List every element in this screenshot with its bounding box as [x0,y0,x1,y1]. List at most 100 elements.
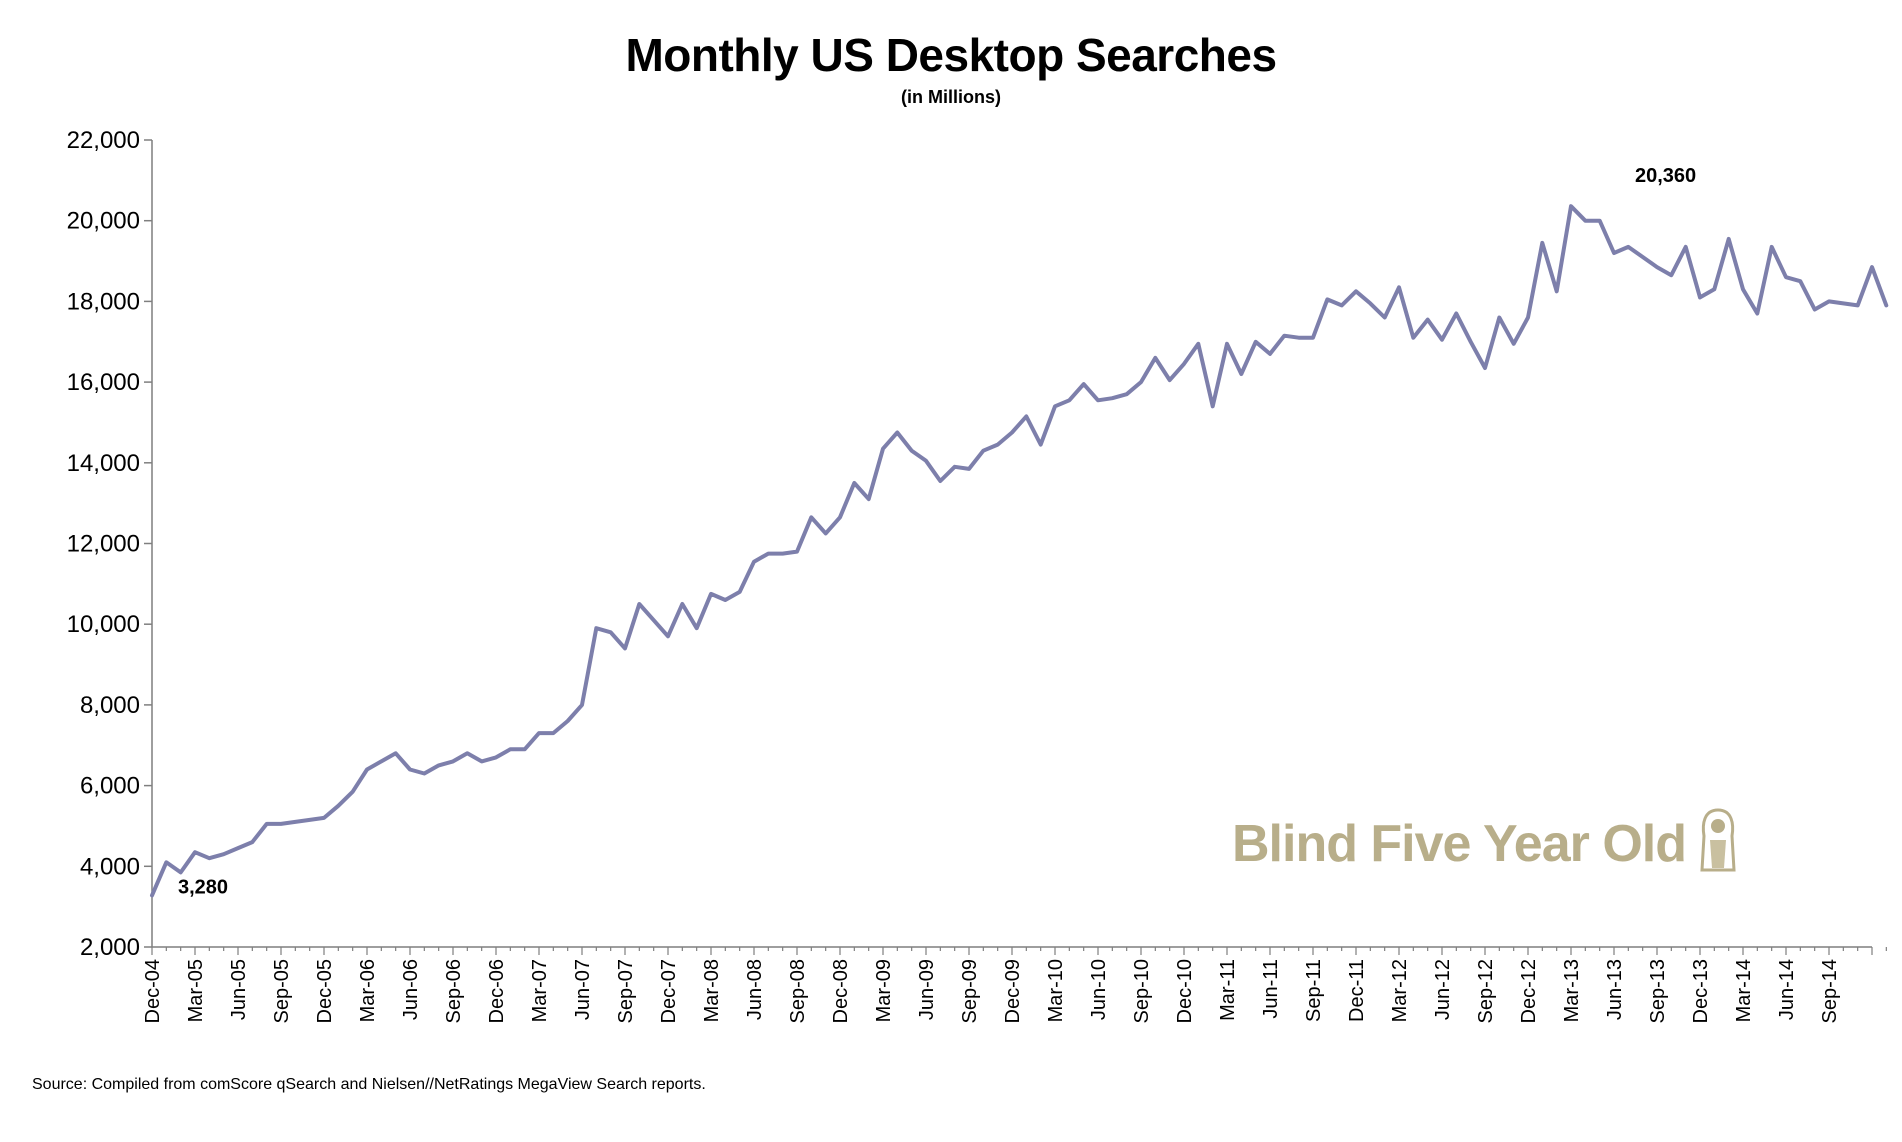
data-point [1698,295,1702,299]
data-point [394,751,398,755]
data-point [437,763,441,767]
data-point [422,771,426,775]
data-point [1469,340,1473,344]
data-point [666,634,670,638]
figure-logo-icon [1696,806,1740,881]
data-point [1526,316,1530,320]
data-point [1082,382,1086,386]
x-tick-label: Dec-12 [1518,959,1540,1023]
x-tick-label: Dec-10 [1174,959,1196,1023]
data-point [867,497,871,501]
x-tick-label: Jun-13 [1604,959,1626,1020]
data-point [465,751,469,755]
data-point [1497,316,1501,320]
data-point [193,850,197,854]
y-tick-label: 16,000 [67,369,140,396]
data-point [1583,219,1587,223]
data-point [1282,334,1286,338]
series-layer [150,204,1889,898]
x-tick-label: Sep-13 [1647,959,1669,1024]
y-tick-label: 12,000 [67,531,140,558]
data-point [723,598,727,602]
data-point [609,630,613,634]
watermark-text: Blind Five Year Old [1232,814,1687,873]
x-tick-label: Sep-08 [787,959,809,1024]
data-point [652,618,656,622]
x-tick-label: Mar-05 [185,959,207,1022]
data-point [279,822,283,826]
data-point [1311,336,1315,340]
data-point [924,459,928,463]
data-point [408,767,412,771]
x-tick-label: Dec-11 [1346,959,1368,1022]
data-point [1870,265,1874,269]
data-point [1770,245,1774,249]
annotation-layer: 3,280 20,360 [178,165,1696,898]
chart-subtitle: (in Millions) [901,87,1001,107]
data-point [1340,303,1344,307]
y-tick-label: 4,000 [80,853,140,880]
x-tick-label: Jun-06 [400,959,422,1020]
data-point [1067,398,1071,402]
data-point [222,852,226,856]
data-point [809,515,813,519]
x-tick-label: Sep-09 [959,959,981,1024]
data-point [766,552,770,556]
data-point [179,870,183,874]
data-point [1712,287,1716,291]
data-label-peak: 20,360 [1635,165,1696,187]
data-point [1512,342,1516,346]
data-point [1555,289,1559,293]
data-point [824,531,828,535]
data-point [1024,414,1028,418]
data-point [1569,204,1573,208]
data-point [1254,340,1258,344]
y-tick-label: 14,000 [67,450,140,477]
data-point [1010,431,1014,435]
y-tick-label: 8,000 [80,692,140,719]
data-point [623,646,627,650]
data-point [551,731,555,735]
data-point [1411,336,1415,340]
x-tick-label: Mar-09 [873,959,895,1022]
data-point [365,767,369,771]
data-point [1182,362,1186,366]
data-point [1383,316,1387,320]
y-tick-label: 18,000 [67,288,140,315]
data-point [1841,301,1845,305]
x-tick-label: Sep-06 [443,959,465,1024]
data-point [953,465,957,469]
x-tick-label: Dec-09 [1002,959,1024,1023]
data-point [1626,245,1630,249]
data-point [1139,380,1143,384]
data-point [1755,312,1759,316]
series-line [150,204,1889,898]
source-note: Source: Compiled from comScore qSearch a… [32,1076,706,1093]
data-point [293,820,297,824]
data-point [1454,312,1458,316]
data-point [451,759,455,763]
data-point [1354,289,1358,293]
x-tick-label: Jun-12 [1432,959,1454,1020]
x-tick-label: Jun-07 [572,959,594,1020]
data-point [580,703,584,707]
data-point [910,449,914,453]
data-point [308,818,312,822]
data-point [1153,356,1157,360]
x-tick-label: Sep-10 [1131,959,1153,1024]
data-point [508,747,512,751]
x-tick-label: Dec-04 [142,959,164,1023]
x-tick-label: Sep-14 [1819,959,1841,1024]
data-point [981,449,985,453]
data-point [1727,237,1731,241]
data-point [1239,372,1243,376]
x-tick-label: Sep-12 [1475,959,1497,1024]
y-tick-label: 10,000 [67,611,140,638]
data-point [566,719,570,723]
data-point [1684,245,1688,249]
data-point [1641,255,1645,259]
data-point [1669,273,1673,277]
data-point [236,846,240,850]
data-point [680,602,684,606]
